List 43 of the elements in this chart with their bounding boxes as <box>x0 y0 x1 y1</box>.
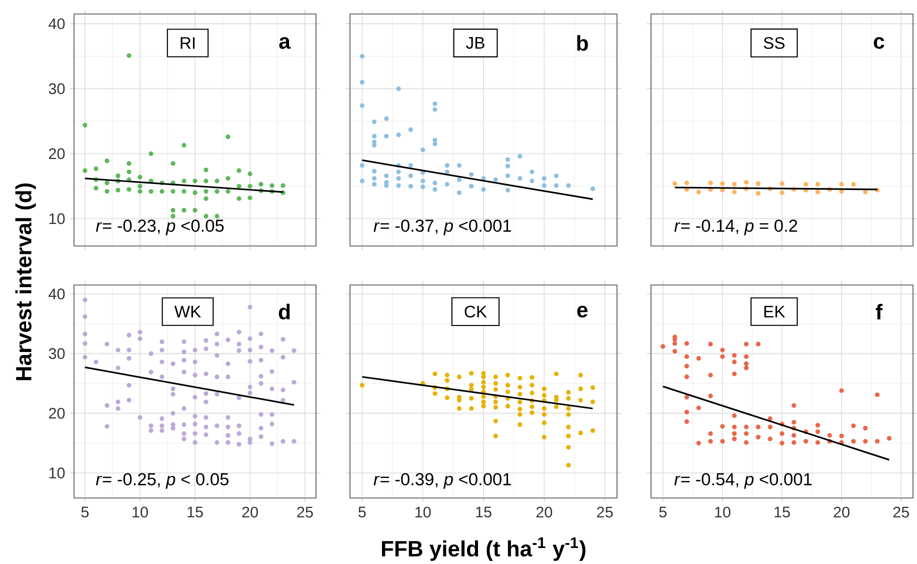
x-tick-label: 25 <box>597 506 613 518</box>
text: WK <box>174 306 201 318</box>
text: RI <box>180 37 195 49</box>
x-tick-label: 15 <box>188 506 203 518</box>
annotation: e <box>577 306 588 318</box>
x-tick-label: 15 <box>774 506 790 518</box>
x-tick-label: 5 <box>659 506 667 518</box>
y-axis-title: Harvest interval (d) <box>15 183 36 380</box>
y-tick-label: 10 <box>49 213 65 224</box>
text: SS <box>764 37 784 49</box>
x-tick-label: 20 <box>536 506 552 518</box>
y-tick-label: 30 <box>48 348 65 360</box>
annotation: c <box>874 37 884 49</box>
annotation: f <box>876 304 883 320</box>
x-tick-label: 5 <box>81 506 89 518</box>
annotation: r= -0.25, p < 0.05 <box>96 473 228 489</box>
annotation: a <box>279 37 291 49</box>
x-tick-label: 5 <box>358 506 366 518</box>
text: JB <box>466 37 484 49</box>
annotation: r= -0.54, p <0.001 <box>674 473 812 489</box>
x-tick-label: 25 <box>297 506 313 518</box>
y-tick-label: 20 <box>49 148 65 160</box>
annotation: r= -0.23, p <0.05 <box>96 220 224 236</box>
annotation: r= -0.39, p <0.001 <box>374 473 511 489</box>
y-tick-label: 10 <box>49 468 65 478</box>
y-tick-label: 30 <box>48 83 65 94</box>
x-tick-label: 15 <box>476 506 492 518</box>
x-axis-title: FFB yield (t ha$^{-1}$ y$^{-1}$) <box>382 537 586 561</box>
y-tick-label: 20 <box>49 408 65 419</box>
annotation: r= -0.14, p = 0.2 <box>674 220 798 236</box>
x-tick-label: 10 <box>132 506 148 518</box>
text: EK <box>764 306 786 318</box>
annotation: d <box>278 304 290 320</box>
y-tick-label: 40 <box>48 288 65 300</box>
y-tick-label: 40 <box>48 18 65 30</box>
x-tick-label: 10 <box>415 506 431 518</box>
annotation: b <box>577 35 588 51</box>
x-tick-label: 25 <box>893 506 909 518</box>
x-tick-label: 20 <box>242 506 258 518</box>
x-tick-label: 20 <box>834 506 850 518</box>
text: CK <box>464 306 487 318</box>
annotation: r= -0.37, p <0.001 <box>374 220 511 236</box>
x-tick-label: 10 <box>715 506 730 518</box>
